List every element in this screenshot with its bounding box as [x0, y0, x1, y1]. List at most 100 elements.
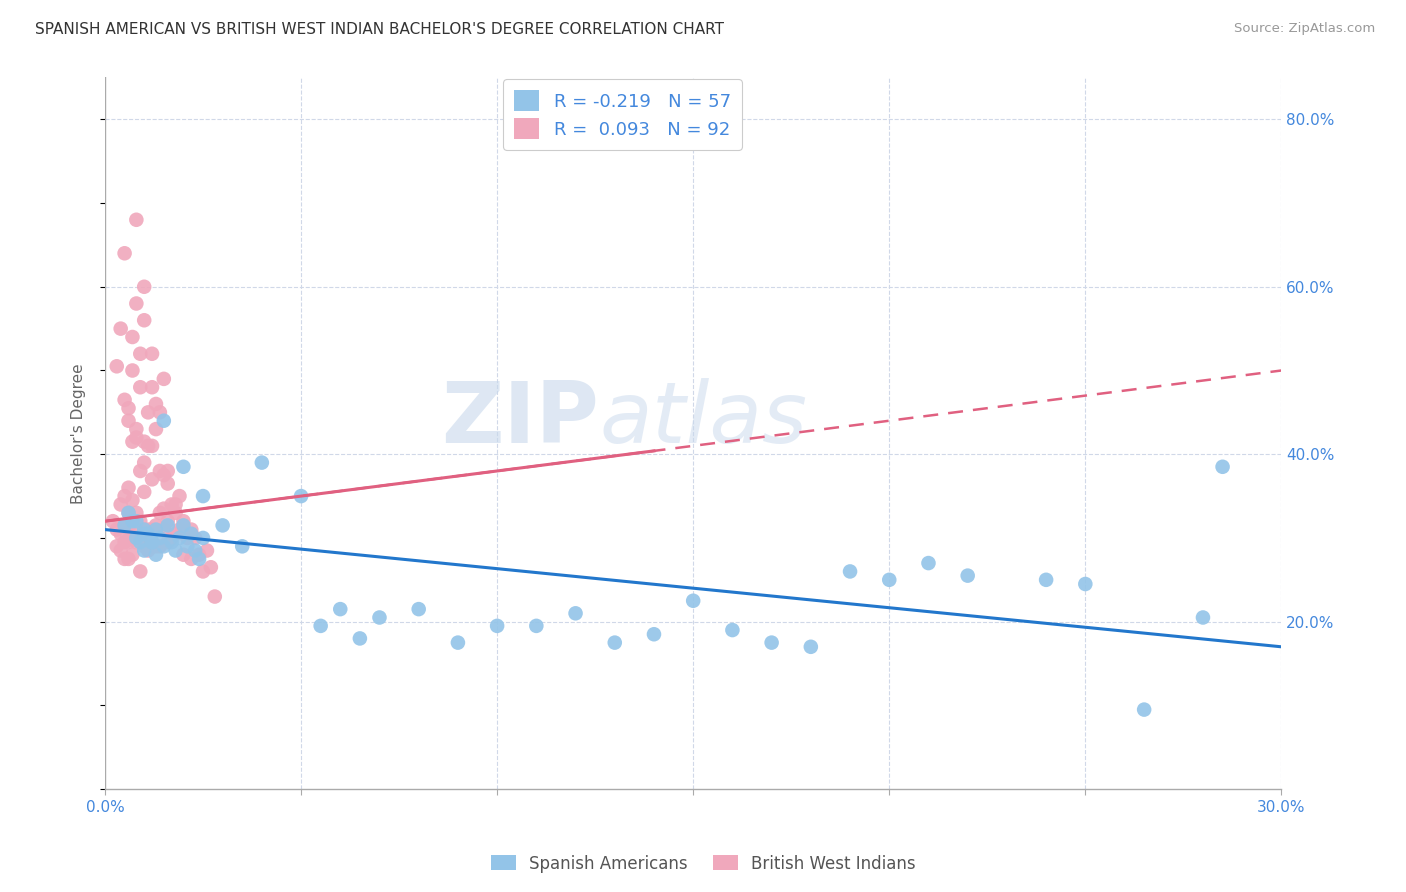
Point	[114, 246, 136, 260]
Point	[524, 619, 547, 633]
Point	[121, 514, 143, 528]
Point	[136, 523, 159, 537]
Point	[149, 405, 172, 419]
Point	[117, 506, 139, 520]
Point	[105, 523, 128, 537]
Point	[134, 434, 156, 449]
Point	[877, 573, 900, 587]
Point	[134, 279, 156, 293]
Point	[141, 439, 163, 453]
Point	[145, 422, 167, 436]
Point	[156, 535, 179, 549]
Point	[117, 523, 139, 537]
Point	[153, 468, 176, 483]
Point	[1074, 577, 1097, 591]
Text: Source: ZipAtlas.com: Source: ZipAtlas.com	[1234, 22, 1375, 36]
Point	[180, 526, 202, 541]
Point	[447, 635, 470, 649]
Point	[141, 539, 163, 553]
Point	[180, 523, 202, 537]
Point	[134, 543, 156, 558]
Point	[141, 380, 163, 394]
Point	[141, 347, 163, 361]
Point	[231, 539, 253, 553]
Point	[105, 539, 128, 553]
Point	[149, 506, 172, 520]
Point	[682, 593, 704, 607]
Point	[156, 518, 179, 533]
Point	[129, 514, 152, 528]
Point	[176, 531, 198, 545]
Point	[145, 539, 167, 553]
Point	[110, 526, 132, 541]
Point	[110, 498, 132, 512]
Point	[125, 535, 148, 549]
Point	[134, 456, 156, 470]
Point	[125, 514, 148, 528]
Point	[125, 296, 148, 310]
Point	[839, 565, 862, 579]
Point	[121, 531, 143, 545]
Legend: R = -0.219   N = 57, R =  0.093   N = 92: R = -0.219 N = 57, R = 0.093 N = 92	[503, 79, 742, 150]
Point	[117, 401, 139, 416]
Point	[101, 514, 124, 528]
Point	[129, 535, 152, 549]
Point	[176, 539, 198, 553]
Point	[309, 619, 332, 633]
Point	[153, 414, 176, 428]
Point	[180, 552, 202, 566]
Point	[160, 535, 183, 549]
Point	[153, 501, 176, 516]
Point	[191, 565, 214, 579]
Point	[117, 552, 139, 566]
Point	[129, 531, 152, 545]
Text: atlas: atlas	[599, 377, 807, 460]
Point	[145, 523, 167, 537]
Point	[172, 514, 194, 528]
Point	[136, 543, 159, 558]
Point	[165, 498, 187, 512]
Point	[172, 518, 194, 533]
Point	[156, 464, 179, 478]
Point	[165, 543, 187, 558]
Point	[800, 640, 823, 654]
Point	[125, 506, 148, 520]
Text: SPANISH AMERICAN VS BRITISH WEST INDIAN BACHELOR'S DEGREE CORRELATION CHART: SPANISH AMERICAN VS BRITISH WEST INDIAN …	[35, 22, 724, 37]
Point	[125, 212, 148, 227]
Point	[125, 531, 148, 545]
Point	[165, 506, 187, 520]
Point	[145, 518, 167, 533]
Point	[114, 518, 136, 533]
Point	[117, 481, 139, 495]
Point	[184, 531, 207, 545]
Point	[121, 493, 143, 508]
Point	[114, 392, 136, 407]
Point	[603, 635, 626, 649]
Point	[136, 526, 159, 541]
Point	[721, 623, 744, 637]
Point	[188, 552, 211, 566]
Point	[1212, 459, 1234, 474]
Point	[250, 456, 273, 470]
Point	[114, 535, 136, 549]
Point	[160, 531, 183, 545]
Point	[134, 523, 156, 537]
Point	[129, 565, 152, 579]
Point	[110, 321, 132, 335]
Point	[149, 464, 172, 478]
Point	[156, 476, 179, 491]
Y-axis label: Bachelor's Degree: Bachelor's Degree	[72, 363, 86, 504]
Point	[153, 523, 176, 537]
Point	[172, 459, 194, 474]
Point	[141, 472, 163, 486]
Point	[200, 560, 222, 574]
Point	[141, 535, 163, 549]
Point	[349, 632, 371, 646]
Point	[169, 489, 191, 503]
Text: ZIP: ZIP	[441, 377, 599, 460]
Point	[129, 380, 152, 394]
Point	[188, 548, 211, 562]
Point	[160, 498, 183, 512]
Point	[643, 627, 665, 641]
Point	[134, 313, 156, 327]
